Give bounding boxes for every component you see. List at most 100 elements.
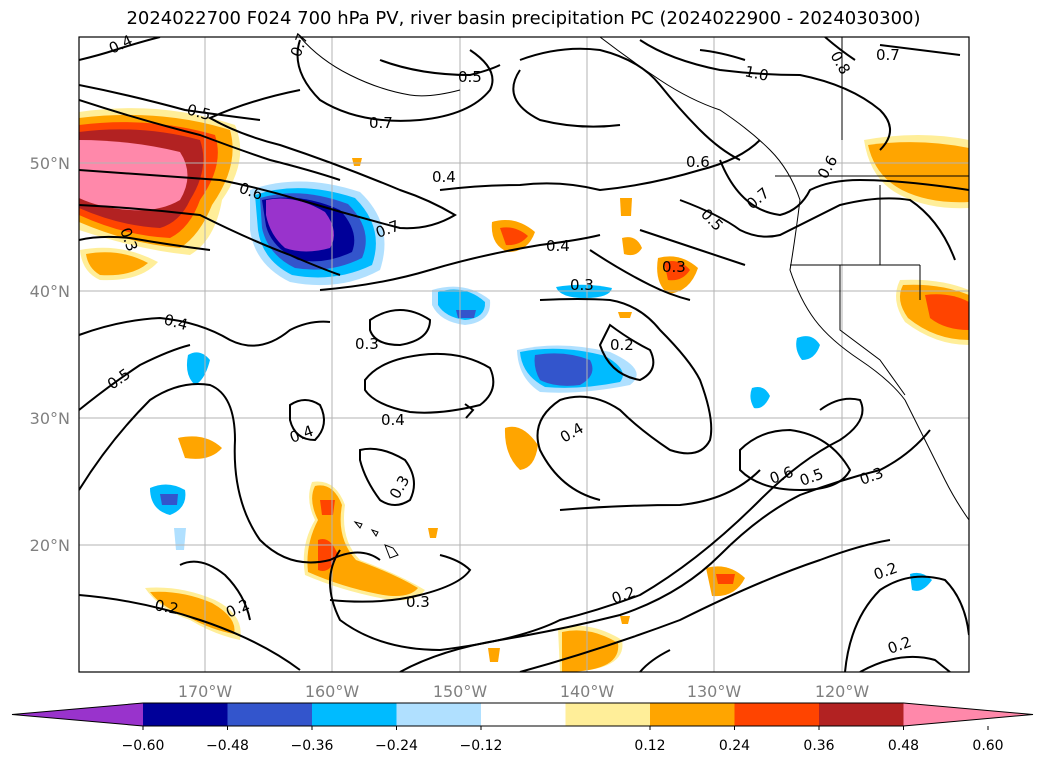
pv-contour-line	[79, 37, 161, 61]
pv-contour-line	[79, 594, 301, 671]
map-title: 2024022700 F024 700 hPa PV, river basin …	[126, 8, 921, 29]
pv-contour-line	[439, 139, 761, 192]
pv-contour-line	[859, 655, 951, 672]
pv-contour-line	[79, 84, 261, 121]
colorbar-bin	[650, 703, 735, 726]
pv-contour-line	[329, 554, 472, 603]
lon-label: 160°W	[305, 682, 360, 701]
pv-contour-line	[844, 575, 969, 672]
contour-label: 0.3	[570, 276, 594, 294]
colorbar-tick-label: −0.12	[460, 738, 503, 754]
precip-negative-region	[750, 387, 770, 409]
pv-contour-line	[379, 59, 501, 77]
pv-contour-line	[329, 397, 864, 652]
pv-contour-line	[369, 309, 432, 347]
pv-contour-line	[296, 39, 494, 122]
map-content	[79, 37, 969, 672]
colorbar-bin	[312, 703, 397, 726]
contour-label: 0.3	[662, 258, 686, 276]
colorbar-bin	[481, 703, 566, 726]
precip-positive-region	[86, 252, 148, 276]
colorbar-extend-min	[12, 703, 143, 726]
precip-positive-region	[488, 648, 500, 662]
pv-contour-line	[559, 469, 761, 511]
pv-contour-line	[589, 249, 691, 301]
contour-label: 0.4	[546, 237, 570, 255]
colorbar-tick-label: −0.36	[291, 738, 334, 754]
colorbar-tick-label: −0.60	[122, 738, 165, 754]
precip-positive-region	[664, 261, 690, 281]
colorbar-bin	[143, 703, 228, 726]
precip-positive-region	[150, 591, 235, 634]
pv-contour-line	[536, 298, 713, 501]
contour-label: 0.5	[185, 100, 213, 124]
colorbar-tick-label: −0.48	[206, 738, 249, 754]
island-outline	[370, 529, 379, 537]
island-outline	[353, 521, 363, 529]
pv-contour-line	[179, 560, 251, 621]
alaska-coastline	[299, 37, 461, 97]
lat-label: 20°N	[30, 536, 70, 555]
pv-contour-line	[79, 204, 341, 276]
contour-label: 0.6	[686, 153, 710, 171]
contour-label: 0.4	[381, 411, 405, 429]
pv-contour-line	[512, 69, 621, 128]
map-border	[78, 36, 970, 673]
precip-positive-region	[428, 528, 438, 538]
colorbar-bin	[565, 703, 650, 726]
contour-label: 0.2	[153, 596, 180, 618]
lon-label: 120°W	[815, 682, 870, 701]
latitude-labels: 50°N 40°N 30°N 20°N	[30, 154, 70, 555]
longitude-labels: 170°W 160°W 150°W 140°W 130°W 120°W	[178, 682, 870, 701]
pv-contour-line	[679, 197, 956, 261]
pv-contour-line	[639, 39, 891, 151]
precip-positive-region	[178, 436, 222, 459]
precip-positive-region	[307, 485, 418, 596]
precip-positive-region	[500, 227, 528, 246]
contour-label: 0.4	[432, 168, 456, 186]
precip-negative-region	[160, 494, 178, 505]
colorbar-bin	[734, 703, 819, 726]
lat-label: 40°N	[30, 282, 70, 301]
pv-contour-line	[79, 316, 331, 347]
colorbar-tick-label: 0.36	[803, 738, 834, 754]
colorbar-tick-label: 0.60	[972, 738, 1003, 754]
contour-label: 0.7	[369, 114, 393, 132]
colorbar-tick-label: 0.48	[888, 738, 919, 754]
precip-negative-region	[456, 310, 476, 318]
pv-contour-line	[639, 229, 746, 266]
state-border	[790, 37, 921, 396]
precip-positive-region	[622, 237, 642, 256]
precip-positive-region	[79, 140, 188, 211]
contour-label: 0.3	[355, 335, 379, 353]
precip-positive-region	[716, 574, 735, 584]
pv-contour-line	[79, 383, 381, 564]
precip-positive-region	[618, 312, 632, 318]
coastlines	[299, 37, 969, 559]
north-america-coastline	[599, 37, 969, 521]
pv-contour-line	[824, 37, 856, 61]
pv-contour-line	[79, 235, 211, 251]
pv-contour-line	[739, 428, 852, 492]
lat-label: 30°N	[30, 409, 70, 428]
pv-contour-line	[319, 234, 601, 291]
pv-contour-line	[879, 44, 961, 56]
pv-contour-line	[364, 352, 495, 414]
pv-contour-line	[399, 429, 931, 672]
precip-shading	[79, 108, 969, 672]
pv-contour-line	[719, 159, 969, 217]
precip-negative-region	[796, 336, 820, 360]
lat-label: 50°N	[30, 154, 70, 173]
precip-negative-region	[186, 352, 210, 385]
contour-label: 1.0	[743, 62, 770, 85]
colorbar-tick-label: −0.24	[375, 738, 418, 754]
pv-contour-line	[464, 403, 475, 419]
colorbar-tick-label: 0.24	[719, 738, 750, 754]
colorbar-extend-max	[903, 703, 1033, 726]
pv-contour-line	[79, 344, 191, 411]
precip-positive-region	[320, 500, 335, 515]
pv-contour-line	[699, 49, 746, 61]
lon-label: 170°W	[178, 682, 233, 701]
lon-label: 140°W	[560, 682, 615, 701]
